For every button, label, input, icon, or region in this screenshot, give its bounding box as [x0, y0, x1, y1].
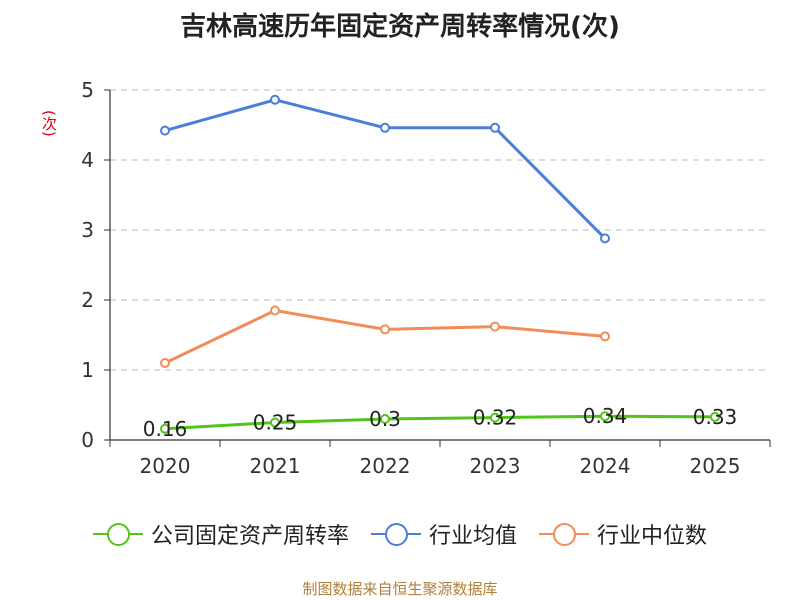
y-tick-label: 3: [81, 218, 94, 242]
data-label: 0.3: [369, 407, 401, 431]
legend-item-industry-median[interactable]: 行业中位数: [539, 518, 707, 550]
data-point: [380, 414, 390, 424]
data-label: 0.32: [473, 406, 518, 430]
data-point: [600, 411, 610, 422]
chart-legend: 公司固定资产周转率 行业均值 行业中位数: [0, 518, 800, 550]
legend-label-industry-mean: 行业均值: [428, 524, 517, 549]
data-point: [600, 233, 610, 244]
series-line: [164, 309, 606, 365]
data-point: [160, 423, 170, 434]
data-point: [270, 305, 280, 316]
data-point: [600, 331, 610, 342]
data-point: [270, 94, 280, 105]
data-label: 0.33: [693, 405, 738, 429]
legend-swatch-industry-median: [539, 522, 589, 546]
y-tick-label: 5: [81, 78, 94, 102]
data-point: [710, 411, 720, 422]
x-tick-label: 2022: [360, 454, 411, 478]
data-point: [160, 125, 170, 136]
legend-swatch-company: [92, 522, 143, 546]
legend-item-industry-mean[interactable]: 行业均值: [370, 518, 517, 550]
source-note: 制图数据来自恒生聚源数据库: [302, 580, 498, 598]
x-tick-label: 2025: [690, 454, 741, 478]
series-line: [164, 414, 716, 431]
x-tick-label: 2021: [250, 454, 301, 478]
y-axis-label: (次): [40, 110, 58, 137]
data-label: 0.25: [253, 411, 298, 435]
data-point: [270, 417, 280, 428]
data-label: 0.16: [143, 417, 188, 441]
legend-label-industry-median: 行业中位数: [597, 524, 708, 549]
y-tick-label: 2: [81, 288, 94, 312]
data-point: [160, 358, 170, 368]
y-tick-label: 1: [81, 358, 94, 382]
data-point: [380, 122, 390, 133]
x-tick-label: 2023: [470, 454, 521, 478]
x-tick-label: 2024: [580, 454, 631, 478]
data-point: [490, 122, 500, 133]
x-tick-label: 2020: [140, 454, 191, 478]
legend-label-company: 公司固定资产周转率: [150, 524, 349, 549]
series-line: [164, 98, 607, 240]
data-point: [490, 321, 500, 332]
data-point: [490, 412, 500, 423]
chart-title: 吉林高速历年固定资产周转率情况(次): [180, 12, 620, 42]
legend-swatch-industry-mean: [370, 522, 421, 546]
legend-item-company[interactable]: 公司固定资产周转率: [92, 518, 349, 550]
data-label: 0.34: [583, 404, 628, 428]
y-tick-label: 4: [81, 148, 94, 172]
y-tick-label: 0: [81, 428, 94, 452]
data-point: [380, 324, 390, 335]
